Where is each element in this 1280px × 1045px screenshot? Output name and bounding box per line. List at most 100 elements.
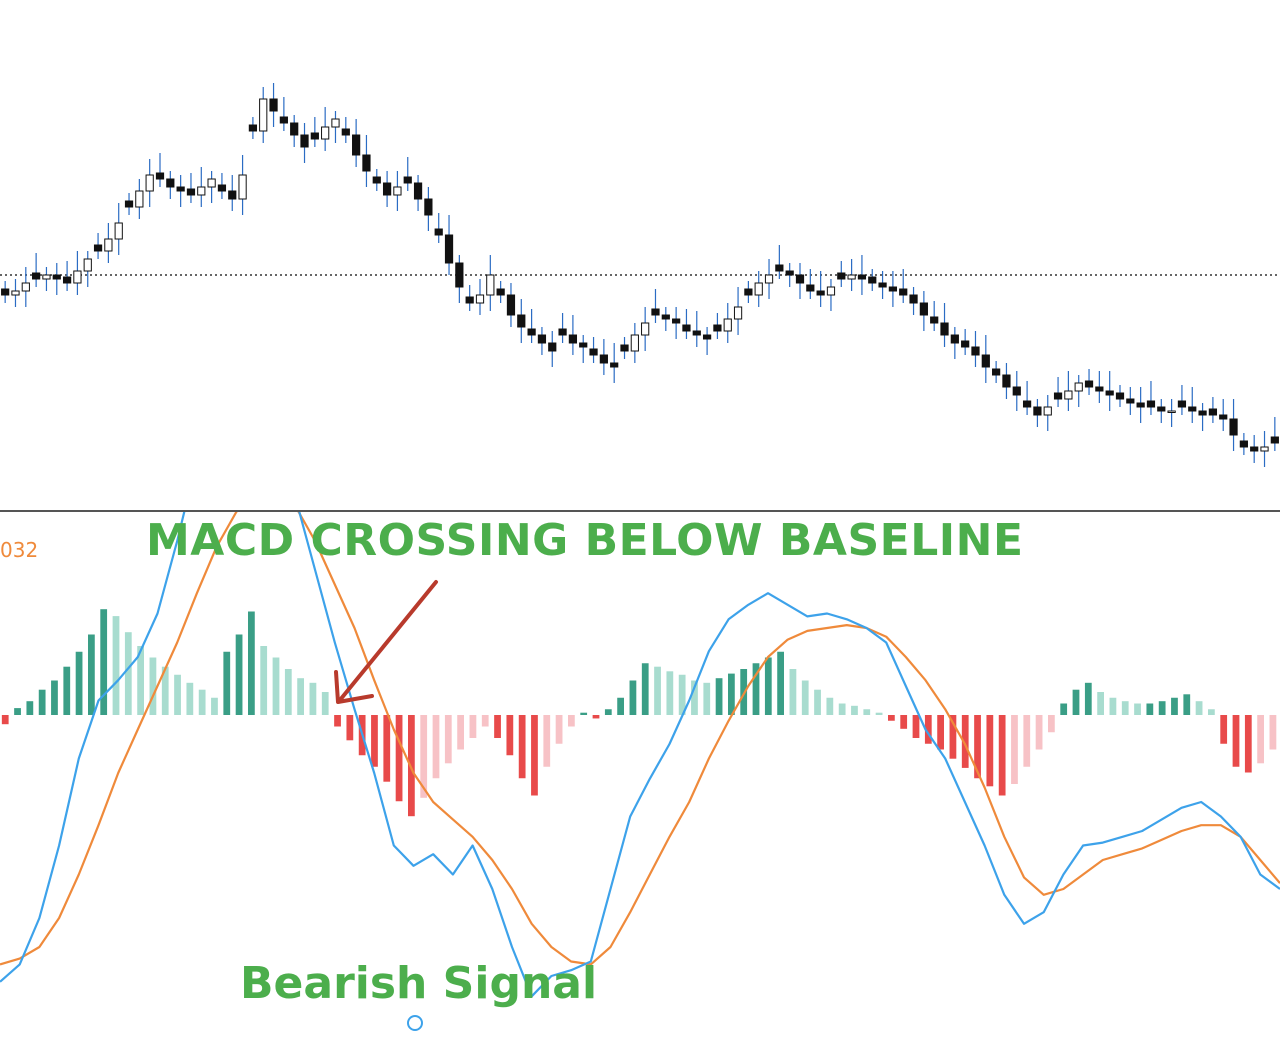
candlestick	[692, 311, 701, 347]
histogram-bar	[900, 715, 908, 729]
candlestick	[672, 307, 681, 339]
candle-body	[909, 294, 918, 304]
candle-body	[93, 244, 103, 252]
candlestick	[517, 299, 526, 343]
candlestick	[909, 287, 918, 315]
candle-body	[1002, 374, 1011, 388]
candle-body	[186, 188, 196, 196]
histogram-bar	[235, 634, 243, 715]
candle-body	[176, 186, 185, 192]
candle-body	[630, 334, 639, 352]
candle-body	[465, 296, 474, 304]
histogram-bar	[1244, 715, 1252, 773]
candle-body	[1022, 400, 1032, 408]
candlestick	[52, 263, 61, 295]
candle-body	[372, 176, 381, 184]
candle-body	[517, 314, 526, 328]
histogram-bar	[641, 663, 649, 715]
histogram-bar	[728, 673, 735, 715]
candle-body	[124, 200, 134, 208]
candlestick	[888, 271, 898, 307]
candle-body	[1157, 406, 1166, 412]
candle-body	[1, 288, 10, 296]
candle-body	[32, 272, 41, 280]
candle-body	[568, 334, 578, 344]
candlestick	[434, 213, 443, 243]
histogram-bar	[1257, 715, 1264, 764]
candlestick	[1084, 369, 1094, 395]
histogram-bar	[875, 712, 883, 715]
candle-body	[1250, 446, 1259, 452]
histogram-bar	[444, 715, 452, 764]
histogram-bar	[863, 709, 871, 715]
candlestick	[826, 279, 836, 311]
candle-body	[393, 186, 402, 196]
candle-body	[548, 342, 557, 352]
candle-body	[682, 324, 691, 332]
histogram-bar	[137, 646, 144, 715]
histogram-bar	[666, 671, 674, 715]
candle-body	[1105, 390, 1114, 396]
candle-body	[1115, 392, 1125, 400]
histogram-bar	[814, 689, 821, 715]
histogram-bar	[432, 715, 440, 779]
candle-body	[238, 174, 247, 200]
histogram-bar	[1109, 697, 1117, 715]
candlestick	[21, 267, 30, 307]
candle-body	[207, 178, 216, 188]
candlestick	[878, 271, 887, 299]
candlestick	[238, 155, 247, 215]
histogram-bar	[297, 678, 304, 715]
candlestick	[568, 315, 578, 355]
candle-body	[641, 322, 650, 336]
candlestick	[290, 115, 299, 147]
candlestick	[620, 337, 629, 359]
candle-body	[723, 318, 732, 332]
candle-body	[589, 348, 598, 356]
candle-body	[754, 282, 763, 296]
candle-body	[806, 284, 815, 292]
histogram-bar	[1072, 689, 1080, 715]
candlestick	[1229, 399, 1238, 451]
candlestick	[62, 261, 72, 291]
histogram-bar	[174, 674, 181, 715]
candle-body	[135, 190, 144, 208]
histogram-bar	[1, 715, 9, 725]
histogram-bar	[912, 715, 920, 738]
candle-body	[579, 342, 588, 348]
candle-body	[155, 172, 165, 180]
candlestick	[486, 255, 495, 311]
candlestick	[702, 327, 712, 355]
candle-body	[321, 126, 330, 140]
histogram-bar	[88, 634, 95, 715]
candle-body	[21, 282, 30, 292]
candlestick	[785, 263, 794, 287]
candle-body	[826, 286, 836, 296]
candlestick	[279, 97, 288, 131]
candlestick	[1074, 375, 1083, 407]
histogram-bar	[1121, 701, 1129, 715]
histogram-bar	[51, 680, 58, 715]
annotation-title: MACD CROSSING BELOW BASELINE	[146, 515, 1024, 566]
histogram-bar	[568, 715, 575, 727]
histogram-bar	[752, 663, 760, 715]
candle-body	[166, 178, 175, 188]
histogram-bar	[1011, 715, 1018, 784]
candle-body	[300, 134, 309, 148]
candle-body	[403, 176, 412, 184]
candlestick	[73, 251, 82, 295]
candlestick	[816, 271, 825, 307]
candle-body	[816, 290, 825, 296]
candle-body	[475, 294, 485, 304]
candle-body	[197, 186, 206, 196]
candlestick	[847, 259, 856, 291]
histogram-bar	[284, 669, 292, 715]
candle-body	[362, 154, 371, 172]
candle-body	[795, 274, 805, 284]
candlestick	[713, 313, 722, 339]
histogram-bar	[629, 680, 637, 715]
candlestick	[837, 261, 846, 287]
annotation-bearish-signal: Bearish Signal	[240, 958, 598, 1009]
candlestick	[393, 171, 402, 211]
candlestick	[868, 269, 877, 291]
